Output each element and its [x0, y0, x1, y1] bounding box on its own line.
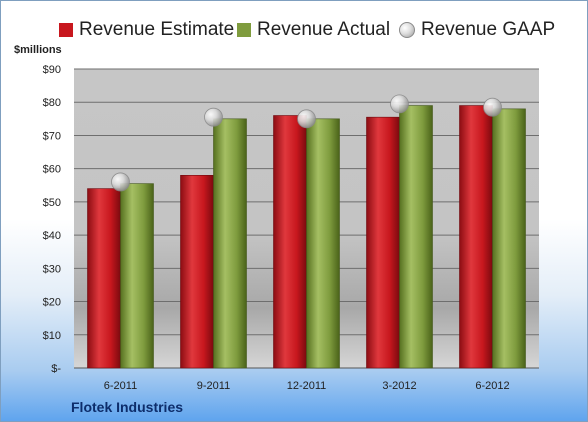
legend-label-estimate: Revenue Estimate	[79, 19, 235, 40]
legend-swatch-estimate	[59, 23, 73, 37]
bar-revenue-estimate	[180, 175, 214, 369]
marker-revenue-gaap	[204, 107, 223, 127]
bar-revenue-actual	[120, 183, 154, 369]
legend-label-gaap: Revenue GAAP	[421, 19, 556, 40]
y-tick-label: $70	[43, 130, 61, 142]
x-tick-label: 3-2012	[382, 380, 416, 392]
legend-label-actual: Revenue Actual	[257, 19, 391, 40]
bar-revenue-actual	[306, 118, 340, 369]
y-tick-label: $90	[43, 64, 61, 76]
marker-revenue-gaap	[111, 172, 130, 192]
y-tick-label: $80	[43, 97, 61, 109]
x-tick-label: 9-2011	[197, 380, 230, 392]
legend-item-revenue-estimate: Revenue Estimate	[59, 15, 234, 45]
y-axis-unit-label: $millions	[14, 44, 62, 56]
bar-revenue-actual	[399, 105, 433, 369]
x-tick-label: 6-2012	[475, 380, 509, 392]
bar-revenue-estimate	[273, 115, 307, 369]
bar-revenue-actual	[213, 118, 247, 369]
legend-marker-gaap	[399, 22, 415, 38]
bar-revenue-estimate	[366, 116, 400, 369]
company-name: Flotek Industries	[71, 399, 184, 415]
bar-revenue-estimate	[87, 188, 121, 369]
x-tick-label: 12-2011	[287, 380, 327, 392]
marker-revenue-gaap	[483, 97, 502, 117]
marker-revenue-gaap	[390, 94, 409, 114]
legend-item-revenue-actual: Revenue Actual	[237, 15, 390, 45]
bar-revenue-actual	[492, 108, 526, 369]
legend-swatch-actual	[237, 23, 251, 37]
y-tick-label: $30	[43, 263, 61, 275]
legend: Revenue Estimate Revenue Actual Revenue …	[1, 15, 587, 45]
marker-revenue-gaap	[297, 109, 316, 129]
y-tick-label: $50	[43, 197, 61, 209]
y-tick-label: $20	[43, 297, 61, 309]
y-tick-label: $-	[51, 363, 61, 375]
legend-item-revenue-gaap: Revenue GAAP	[399, 15, 555, 45]
bar-revenue-estimate	[459, 105, 493, 369]
y-tick-label: $40	[43, 230, 61, 242]
y-tick-label: $60	[43, 164, 61, 176]
y-tick-label: $10	[43, 330, 61, 342]
x-tick-label: 6-2011	[104, 380, 137, 392]
